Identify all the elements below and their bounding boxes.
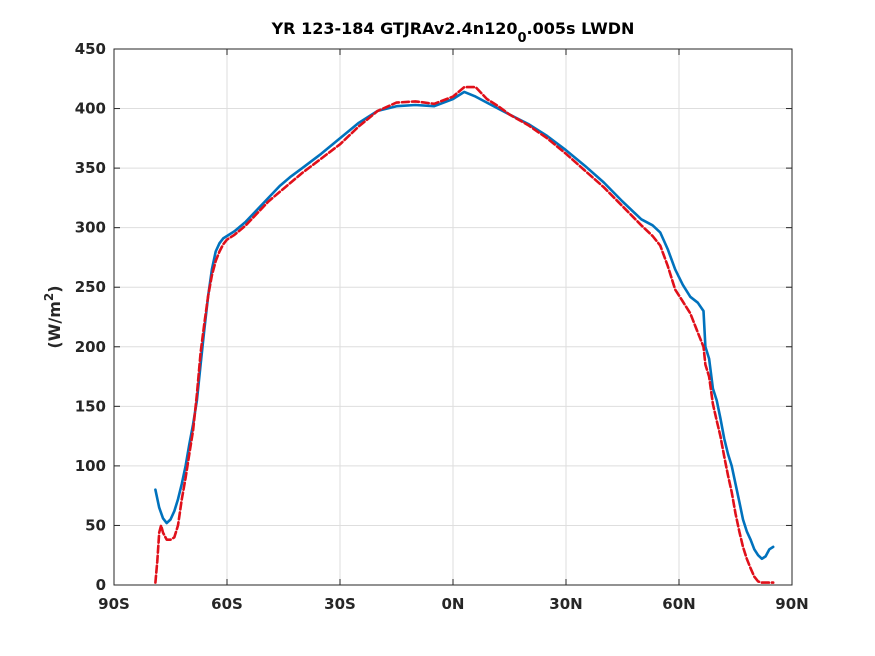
y-tick-label: 350 <box>75 159 106 177</box>
y-tick-label: 150 <box>75 397 106 415</box>
x-tick-label: 90N <box>775 595 808 613</box>
y-tick-label: 400 <box>75 100 106 118</box>
chart-title-subscript: 0 <box>518 31 527 46</box>
x-tick-label: 30S <box>324 595 356 613</box>
chart-title-main: YR 123-184 GTJRAv2.4n120 <box>271 19 518 38</box>
x-tick-label: 90S <box>98 595 130 613</box>
y-axis-label: (W/m2) <box>42 285 64 348</box>
y-tick-label: 250 <box>75 278 106 296</box>
series-layer <box>154 85 775 584</box>
x-tick-label: 60S <box>211 595 243 613</box>
y-axis-label-superscript: 2 <box>42 293 56 301</box>
y-axis-label-main: (W/m <box>45 301 64 348</box>
chart-title-tail: .005s LWDN <box>527 19 635 38</box>
axis-ticks: 90S 60S 30S 0N 30N 60N 90N 0 50 100 150 200 250 300 35… <box>75 40 809 613</box>
y-tick-label: 100 <box>75 457 106 475</box>
x-tick-label: 60N <box>662 595 695 613</box>
chart-title: YR 123-184 GTJRAv2.4n1200.005s LWDN <box>271 19 635 46</box>
series-2-line <box>154 85 775 584</box>
y-tick-label: 0 <box>96 576 106 594</box>
y-tick-label: 300 <box>75 219 106 237</box>
y-tick-label: 50 <box>85 516 106 534</box>
y-axis-label-tail: ) <box>45 285 64 292</box>
x-tick-label: 30N <box>549 595 582 613</box>
y-tick-label: 450 <box>75 40 106 58</box>
x-tick-label: 0N <box>442 595 465 613</box>
y-tick-label: 200 <box>75 338 106 356</box>
